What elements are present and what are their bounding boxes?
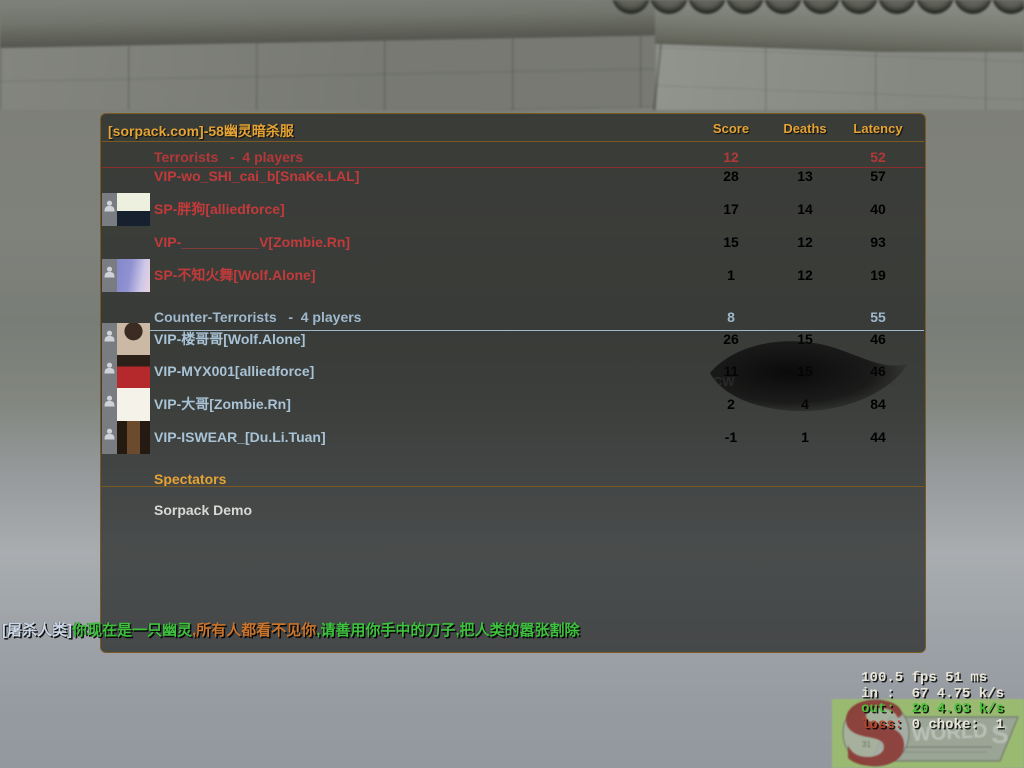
svg-text:31: 31 xyxy=(862,740,871,749)
